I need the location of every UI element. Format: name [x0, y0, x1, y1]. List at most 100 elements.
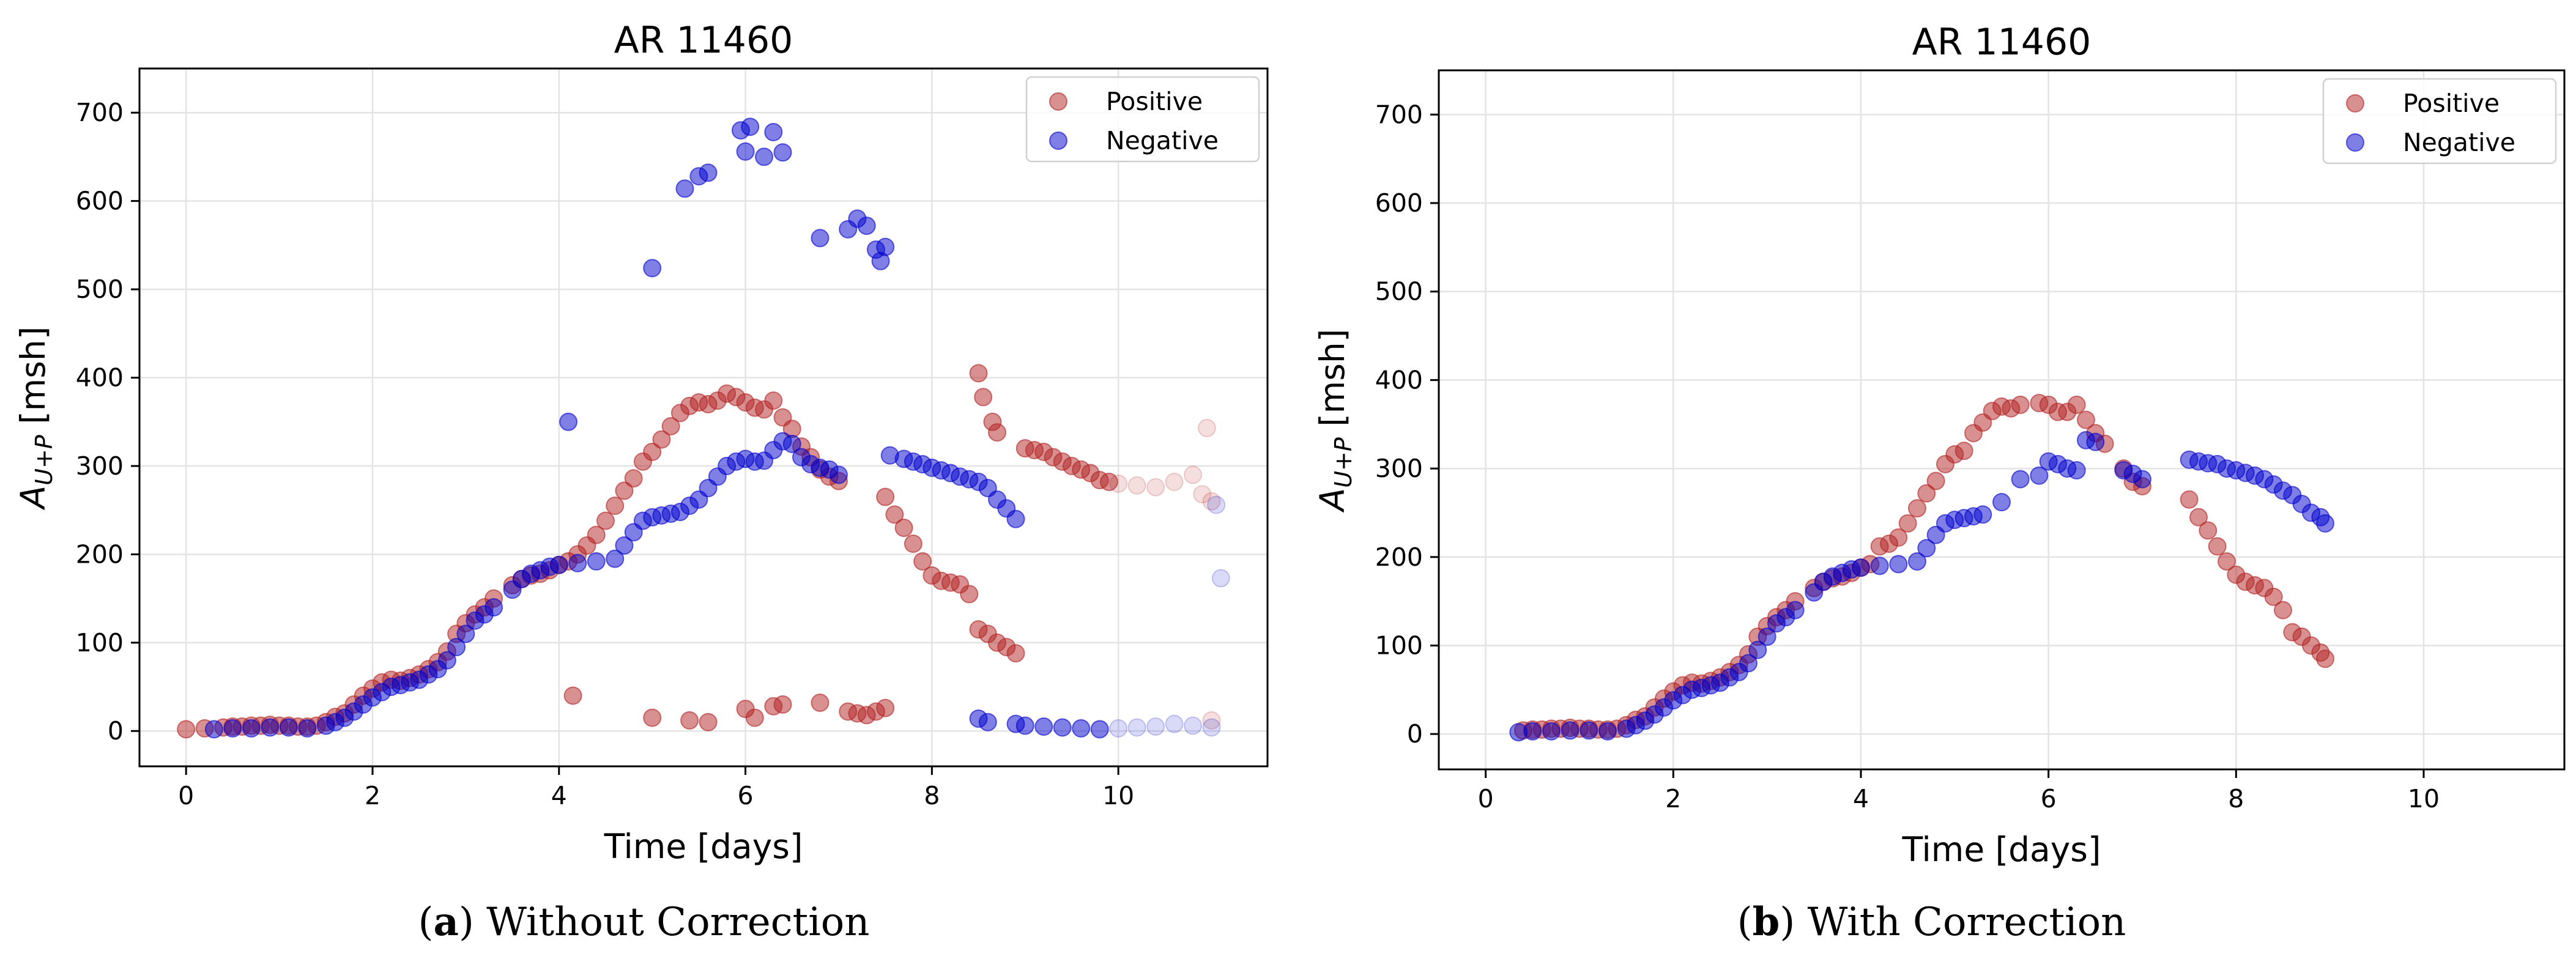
a-x-tick-label: 6: [738, 781, 754, 810]
a-point-positive: [643, 708, 662, 727]
b-point-positive: [2316, 650, 2334, 668]
b-point-positive: [2199, 521, 2218, 540]
a-y-tick-label: 700: [76, 98, 124, 127]
caption-a-text: Without Correction: [486, 900, 870, 945]
a-point-negative: [764, 122, 783, 141]
a-plot-frame: [138, 67, 1269, 768]
b-y-tick-label: 300: [1375, 454, 1423, 483]
b-x-tick-label: 10: [2408, 784, 2440, 813]
b-point-negative: [1852, 558, 1870, 577]
a-point-negative: [204, 720, 223, 739]
caption-a-letter: a: [433, 899, 459, 945]
a-x-tick-label: 4: [551, 781, 567, 810]
b-point-negative: [1908, 552, 1926, 571]
b-point-positive: [2208, 537, 2227, 556]
a-y-label-main: A: [13, 486, 53, 511]
a-legend-label-positive: Positive: [1106, 87, 1203, 116]
b-point-positive: [2274, 601, 2292, 620]
b-point-positive: [2189, 508, 2208, 527]
b-y-label-main: A: [1313, 488, 1352, 513]
a-point-positive: [773, 695, 792, 714]
a-point-negative: [559, 412, 578, 431]
a-point-positive: [811, 694, 830, 713]
a-point-negative: [1006, 509, 1025, 528]
a-point-positive: [960, 585, 979, 604]
a-y-tick-label: 300: [76, 451, 124, 481]
a-legend: Positive Negative: [1025, 76, 1260, 163]
a-x-tick-label: 10: [1102, 781, 1134, 810]
b-point-negative: [1786, 601, 1805, 620]
a-y-tick-label: 400: [76, 363, 124, 393]
a-point-negative: [876, 237, 895, 256]
b-point-positive: [2218, 552, 2236, 571]
a-point-positive: [745, 708, 764, 727]
a-x-axis-label: Time [days]: [604, 827, 803, 866]
b-plot-frame: [1438, 69, 2566, 771]
a-point-negative: [1034, 717, 1053, 736]
a-y-tick-label: 0: [108, 716, 124, 746]
b-point-negative: [2030, 466, 2049, 485]
a-point-negative: [1090, 720, 1109, 739]
b-x-tick-label: 8: [2228, 784, 2244, 813]
a-point-positive: [876, 487, 895, 506]
a-point-negative: [1127, 718, 1146, 737]
a-point-positive: [652, 430, 671, 449]
a-point-negative: [437, 651, 456, 670]
a-point-positive: [764, 391, 783, 410]
caption-b-letter: b: [1752, 899, 1780, 945]
a-legend-label-negative: Negative: [1106, 126, 1219, 155]
a-point-positive: [624, 469, 643, 488]
b-legend-marker-negative: [2346, 133, 2364, 152]
a-point-negative: [1165, 714, 1184, 733]
b-point-negative: [2316, 514, 2334, 533]
b-y-tick-label: 0: [1407, 719, 1423, 749]
a-x-tick-label: 0: [178, 781, 194, 810]
a-point-negative: [261, 718, 280, 737]
a-legend-marker-negative: [1049, 131, 1067, 150]
a-y-label-sub: U+P: [31, 435, 58, 486]
a-point-negative: [736, 142, 755, 161]
b-point-negative: [1758, 627, 1776, 646]
a-point-negative: [1146, 717, 1165, 736]
a-point-positive: [699, 713, 718, 731]
b-y-tick-label: 200: [1375, 542, 1423, 572]
a-y-tick-label: 500: [76, 275, 124, 304]
caption-b-text: With Correction: [1807, 900, 2126, 945]
b-x-tick-label: 4: [1853, 784, 1869, 813]
b-point-negative: [1561, 721, 1579, 740]
b-y-axis-label: AU+P [msh]: [1313, 329, 1357, 513]
a-point-positive: [680, 711, 699, 730]
a-point-positive: [988, 423, 1007, 442]
a-point-positive: [563, 686, 582, 705]
a-point-positive: [1006, 644, 1025, 663]
b-point-positive: [2011, 395, 2030, 414]
a-point-negative: [978, 713, 997, 731]
a-point-positive: [1197, 418, 1216, 437]
a-point-negative: [1184, 716, 1203, 735]
a-y-label-unit: [msh]: [13, 327, 53, 435]
b-x-axis-label: Time [days]: [1902, 830, 2101, 869]
a-x-tick-label: 8: [924, 781, 940, 810]
b-y-label-unit: [msh]: [1313, 329, 1352, 438]
a-point-negative: [549, 555, 568, 574]
b-point-positive: [1917, 484, 1936, 503]
a-point-negative: [1015, 716, 1034, 735]
b-point-positive: [1908, 499, 1926, 518]
a-point-positive: [615, 481, 634, 500]
a-point-negative: [699, 163, 718, 182]
b-legend-label-negative: Negative: [2403, 128, 2515, 157]
a-point-positive: [606, 496, 625, 515]
a-y-tick-label: 200: [76, 539, 124, 569]
panel-b: 0 2 4 6 8 10 0 100 200 300 400 500 600 700 AR 11460 Tim…: [1288, 0, 2575, 970]
a-point-negative: [1072, 719, 1091, 738]
b-x-tick-label: 6: [2041, 784, 2057, 813]
b-point-negative: [2086, 432, 2105, 451]
a-point-negative: [242, 719, 261, 738]
a-point-negative: [811, 229, 830, 248]
b-point-positive: [1898, 514, 1917, 533]
a-point-negative: [1211, 569, 1230, 588]
a-y-axis-label: AU+P [msh]: [13, 327, 58, 511]
